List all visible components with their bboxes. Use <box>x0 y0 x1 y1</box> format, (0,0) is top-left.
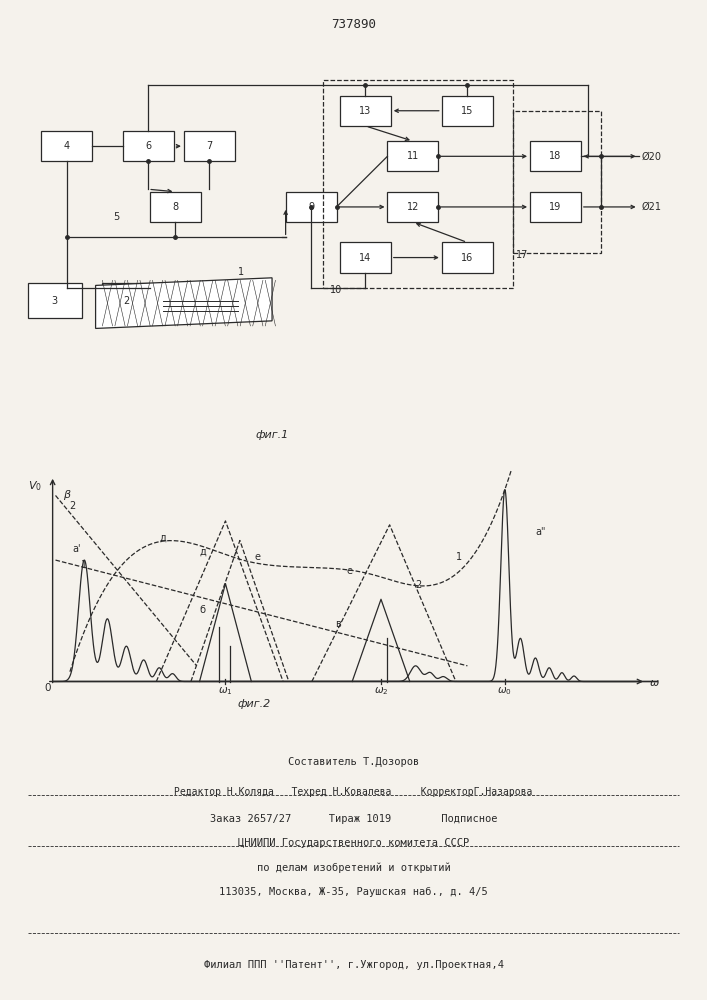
Text: 10: 10 <box>329 285 342 295</box>
Text: 0: 0 <box>45 683 52 693</box>
Text: е: е <box>255 552 260 562</box>
Bar <box>286 192 337 222</box>
Bar <box>442 242 493 273</box>
Text: по делам изобретений и открытий: по делам изобретений и открытий <box>257 862 450 873</box>
Text: $\omega_0$: $\omega_0$ <box>498 685 513 697</box>
Bar <box>530 192 581 222</box>
Text: $\omega_1$: $\omega_1$ <box>218 685 233 697</box>
Bar <box>387 192 438 222</box>
Text: 8: 8 <box>173 202 178 212</box>
Text: д: д <box>199 546 206 556</box>
Text: a": a" <box>535 527 546 537</box>
Bar <box>28 283 82 318</box>
Text: Ø20: Ø20 <box>642 151 662 161</box>
Text: 3: 3 <box>52 296 58 306</box>
Text: 19: 19 <box>549 202 561 212</box>
Text: 737890: 737890 <box>331 18 376 31</box>
Bar <box>41 131 92 161</box>
Bar <box>340 96 391 126</box>
Text: б: б <box>199 605 206 615</box>
Text: 6: 6 <box>145 141 151 151</box>
Text: $\omega_2$: $\omega_2$ <box>374 685 388 697</box>
Text: 14: 14 <box>359 253 371 263</box>
Text: Редактор Н.Коляда   Техред Н.Ковалева     КорректорГ.Назарова: Редактор Н.Коляда Техред Н.Ковалева Корр… <box>175 787 532 797</box>
Text: е: е <box>346 566 352 576</box>
Bar <box>123 131 174 161</box>
Polygon shape <box>95 278 272 328</box>
Text: фиг.1: фиг.1 <box>255 430 288 440</box>
Text: 9: 9 <box>308 202 314 212</box>
Text: Заказ 2657/27      Тираж 1019        Подписное: Заказ 2657/27 Тираж 1019 Подписное <box>210 814 497 824</box>
Text: 18: 18 <box>549 151 561 161</box>
Text: 17: 17 <box>516 250 529 260</box>
Text: 15: 15 <box>461 106 474 116</box>
Text: Филиал ППП ''Патент'', г.Ужгород, ул.Проектная,4: Филиал ППП ''Патент'', г.Ужгород, ул.Про… <box>204 960 503 970</box>
Text: 11: 11 <box>407 151 419 161</box>
Text: 2: 2 <box>123 296 129 306</box>
Text: 1: 1 <box>81 560 88 570</box>
Bar <box>150 192 201 222</box>
Text: в: в <box>335 619 341 629</box>
Bar <box>387 141 438 171</box>
Bar <box>442 96 493 126</box>
Bar <box>340 242 391 273</box>
Text: 12: 12 <box>407 202 419 212</box>
Text: $V_0$: $V_0$ <box>28 479 42 493</box>
Text: 7: 7 <box>206 141 212 151</box>
Text: Ø21: Ø21 <box>642 202 662 212</box>
Text: a': a' <box>73 544 81 554</box>
Text: 2: 2 <box>416 580 422 589</box>
Text: 13: 13 <box>359 106 371 116</box>
Bar <box>103 283 150 318</box>
Text: ЦНИИПИ Государственного комитета СССР: ЦНИИПИ Государственного комитета СССР <box>238 838 469 848</box>
Bar <box>513 111 601 252</box>
Bar <box>323 80 513 288</box>
Text: 4: 4 <box>64 141 70 151</box>
Text: 113035, Москва, Ж-35, Раушская наб., д. 4/5: 113035, Москва, Ж-35, Раушская наб., д. … <box>219 887 488 897</box>
Text: $\beta$: $\beta$ <box>63 488 72 502</box>
Bar <box>184 131 235 161</box>
Text: 2: 2 <box>69 501 75 511</box>
Text: $\omega$: $\omega$ <box>649 678 660 688</box>
Text: 5: 5 <box>113 212 119 222</box>
Text: 1: 1 <box>238 267 244 277</box>
Text: 1: 1 <box>456 552 462 562</box>
Text: д: д <box>159 532 166 542</box>
Text: фиг.2: фиг.2 <box>238 699 271 709</box>
Text: 16: 16 <box>461 253 473 263</box>
Text: Составитель Т.Дозоров: Составитель Т.Дозоров <box>288 757 419 767</box>
Bar <box>530 141 581 171</box>
